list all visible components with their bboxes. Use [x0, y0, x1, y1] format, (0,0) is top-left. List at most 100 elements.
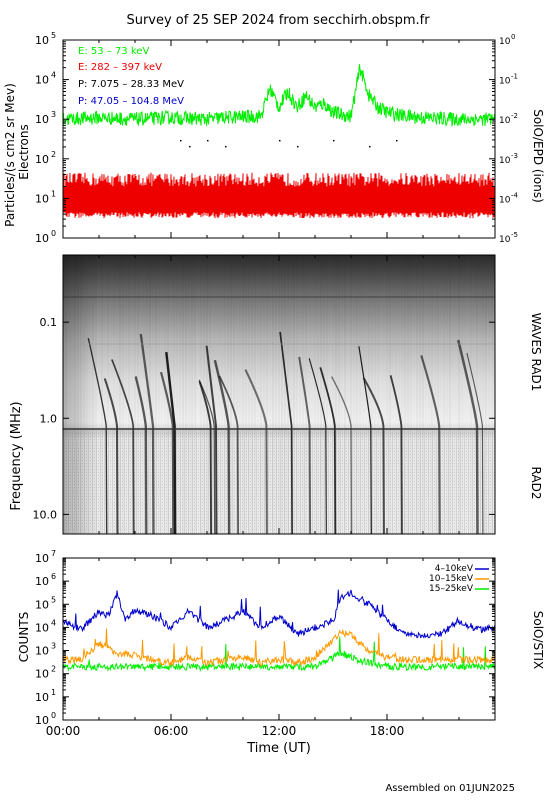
waves-left-fade: [63, 255, 495, 534]
radio-burst: [103, 378, 119, 535]
waves-ytick-label: 1.0: [40, 412, 58, 425]
radio-burst: [111, 359, 135, 535]
particles-rtick-label: 10: [499, 195, 511, 205]
particles-ylabel-electrons: Electrons: [17, 124, 31, 179]
waves-ylabel: Frequency (MHz): [9, 401, 24, 510]
series-p7-point: [369, 145, 371, 148]
series-p7-point: [297, 145, 299, 148]
particles-rtick-exp: 0: [511, 33, 515, 41]
particles-ytick-label: 10: [35, 192, 49, 205]
stix-ytick-exp: 5: [51, 595, 56, 604]
particles-panel: 10 010 110 210 310 410 510 -510 -410 -310 -210 -110…: [3, 31, 545, 245]
stix-legend-15-25: 15–25keV: [429, 584, 474, 594]
series-e282: [62, 172, 496, 219]
x-tick-label: 00:00: [46, 724, 81, 738]
particles-rtick-label: 10: [499, 37, 511, 47]
stix-legend-10-15: 10–15keV: [429, 574, 474, 584]
stix-ytick-exp: 7: [51, 549, 56, 558]
particles-rtick-label: 10: [499, 77, 511, 87]
particles-rtick-exp: -2: [511, 112, 518, 120]
stix-ytick-label: 10: [35, 691, 49, 704]
stix-ytick-label: 10: [35, 552, 49, 565]
particles-rtick-exp: -5: [511, 231, 518, 239]
radio-burst: [198, 381, 213, 535]
radio-burst: [134, 376, 148, 535]
legend-entry-p47: P: 47.05 – 104.8 MeV: [78, 96, 184, 107]
stix-ytick-label: 10: [35, 645, 49, 658]
stix-series-0: [62, 589, 496, 639]
particles-ytick-label: 10: [35, 232, 49, 245]
radio-burst: [218, 375, 239, 535]
particles-ylabel: Particles/(s cm2 sr Mev): [3, 83, 17, 227]
stix-ytick-exp: 6: [51, 572, 56, 581]
particles-ytick-label: 10: [35, 113, 49, 126]
particles-ytick-label: 10: [35, 34, 49, 47]
particles-ytick-exp: 2: [51, 150, 56, 159]
series-p7-point: [189, 145, 191, 148]
figure-title: Survey of 25 SEP 2024 from secchirh.obsp…: [126, 13, 430, 28]
legend-entry-e53: E: 53 – 73 keV: [78, 46, 149, 57]
radio-burst: [466, 352, 484, 535]
particles-ytick-exp: 0: [51, 229, 56, 238]
particles-ytick-exp: 5: [51, 31, 56, 40]
series-p7-point: [333, 139, 335, 142]
stix-label-right: SolO/STIX: [531, 611, 545, 670]
particles-ytick-exp: 4: [51, 71, 56, 80]
radio-burst: [198, 379, 216, 535]
radio-burst: [358, 346, 372, 535]
particles-rtick-label: 10: [499, 116, 511, 126]
particles-ytick-label: 10: [35, 153, 49, 166]
series-e53: [62, 64, 496, 128]
waves-bursts: [65, 255, 493, 535]
radio-burst: [139, 333, 155, 535]
series-p7-point: [207, 139, 209, 142]
legend-entry-p7: P: 7.075 – 28.33 MeV: [78, 79, 184, 90]
particles-ytick-label: 10: [35, 74, 49, 87]
radio-burst: [457, 339, 479, 535]
stix-ylabel: COUNTS: [17, 612, 31, 663]
waves-ticks: 0.1 1.0 10.0: [33, 255, 496, 534]
particles-rtick-exp: -3: [511, 152, 518, 160]
stix-ytick-label: 10: [35, 714, 49, 727]
waves-label-rad2: RAD2: [529, 467, 543, 500]
stix-ytick-exp: 1: [51, 688, 56, 697]
waves-ytick-label: 10.0: [33, 508, 58, 521]
assembled-footer: Assembled on 01JUN2025: [385, 783, 515, 794]
stix-ytick-label: 10: [35, 598, 49, 611]
series-p7-point: [279, 139, 281, 142]
radio-burst: [319, 367, 337, 535]
particles-rtick-label: 10: [499, 156, 511, 166]
waves-label-rad1: WAVES RAD1: [529, 313, 543, 392]
stix-legend-4-10: 4–10keV: [435, 564, 474, 574]
stix-ytick-exp: 3: [51, 642, 56, 651]
stix-ytick-label: 10: [35, 621, 49, 634]
waves-ytick-label: 0.1: [40, 316, 58, 329]
stix-ytick-exp: 0: [51, 711, 56, 720]
radio-burst: [362, 377, 385, 535]
radio-burst: [159, 371, 175, 535]
particles-rtick-exp: -4: [511, 191, 519, 199]
series-p7-point: [180, 139, 182, 142]
x-tick-label: 18:00: [370, 724, 405, 738]
radio-burst: [279, 331, 293, 535]
radio-burst: [298, 356, 312, 535]
stix-ytick-label: 10: [35, 575, 49, 588]
particles-rtick-label: 10: [499, 235, 511, 245]
particles-ylabel-right: SolO/EPD (ions): [531, 109, 545, 203]
legend-entry-e282: E: 282 – 397 keV: [78, 62, 162, 73]
radio-burst: [165, 351, 177, 535]
stix-data: [62, 589, 496, 672]
radio-burst: [308, 358, 327, 535]
stix-legend: 4–10keV 10–15keV 15–25keV: [429, 564, 489, 594]
radio-burst: [213, 359, 231, 535]
stix-ytick-exp: 4: [51, 618, 56, 627]
radio-burst: [331, 376, 353, 535]
waves-panel: 0.1 1.0 10.0 Frequency (MHz) WAVES RAD1 RA…: [9, 254, 543, 535]
particles-ytick-exp: 3: [51, 110, 56, 119]
radio-burst: [87, 337, 108, 535]
stix-series-1: [62, 628, 496, 667]
series-p7-point: [225, 145, 227, 148]
